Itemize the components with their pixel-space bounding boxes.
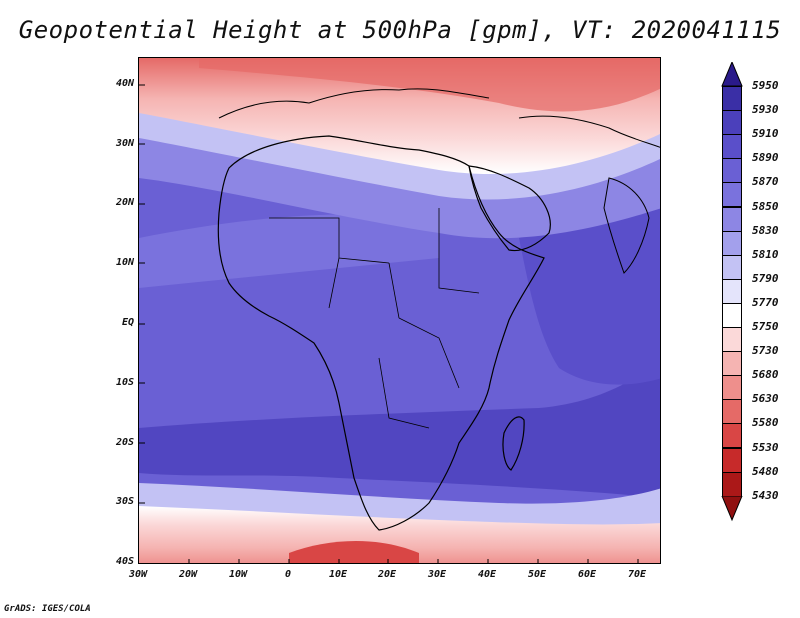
lat-label-20n: 20N	[115, 197, 134, 208]
colorbar-swatch	[722, 351, 742, 377]
colorbar-top-arrow	[721, 62, 743, 87]
colorbar-label: 5950	[752, 79, 779, 92]
colorbar-swatch	[722, 254, 742, 280]
colorbar-label: 5930	[752, 103, 779, 117]
lat-label-40s: 40S	[115, 556, 134, 567]
colorbar-label: 5810	[752, 247, 779, 261]
lon-label-30w: 30W	[128, 569, 148, 580]
credit-text: GrADS: IGES/COLA	[4, 604, 91, 614]
lon-label-10e: 10E	[328, 569, 348, 580]
lat-label-10n: 10N	[115, 257, 134, 268]
colorbar-label: 5770	[752, 295, 779, 309]
colorbar-label: 5910	[752, 127, 779, 141]
colorbar-bottom-arrow	[721, 495, 743, 521]
lon-label-70e: 70E	[627, 569, 647, 580]
colorbar-swatch	[722, 423, 742, 449]
colorbar-swatch	[722, 230, 742, 256]
colorbar-label: 5870	[752, 175, 779, 189]
colorbar-swatch	[722, 86, 742, 112]
colorbar-swatch	[722, 447, 742, 473]
colorbar-label: 5680	[752, 368, 779, 382]
colorbar-label: 5530	[752, 440, 779, 454]
lon-label-30e: 30E	[427, 569, 447, 580]
colorbar-swatch	[722, 110, 742, 136]
lat-label-20s: 20S	[115, 437, 134, 448]
lon-label-40e: 40E	[477, 569, 497, 580]
lon-label-60e: 60E	[577, 569, 597, 580]
colorbar-swatch	[722, 134, 742, 160]
colorbar-label: 5730	[752, 344, 779, 358]
colorbar-swatch	[722, 302, 742, 328]
colorbar-swatch	[722, 375, 742, 401]
lon-label-0: 0	[284, 569, 292, 580]
lat-label-30s: 30S	[115, 496, 134, 507]
lon-label-20w: 20W	[178, 569, 198, 580]
colorbar-swatch	[722, 158, 742, 184]
colorbar-label: 5480	[752, 464, 779, 478]
colorbar-swatch	[722, 327, 742, 353]
colorbar-swatch	[722, 206, 742, 232]
lat-label-30n: 30N	[115, 138, 134, 149]
lon-label-50e: 50E	[527, 569, 547, 580]
colorbar-label: 5630	[752, 392, 779, 406]
colorbar-swatch	[722, 182, 742, 208]
map-area	[138, 57, 661, 564]
height-field-map	[139, 58, 660, 563]
lon-label-20e: 20E	[377, 569, 397, 580]
lat-label-10s: 10S	[115, 377, 134, 388]
colorbar-swatch	[722, 399, 742, 425]
colorbar-label: 5790	[752, 271, 779, 285]
colorbar-label: 5430	[752, 488, 779, 502]
lat-label-eq: EQ	[121, 317, 134, 328]
colorbar-label: 5830	[752, 223, 779, 237]
lon-label-10w: 10W	[228, 569, 248, 580]
colorbar-label: 5750	[752, 320, 779, 333]
colorbar-label: 5850	[752, 199, 779, 213]
colorbar-label: 5890	[752, 151, 779, 165]
lat-label-40n: 40N	[115, 78, 134, 89]
colorbar-label: 5580	[752, 416, 779, 430]
map-title: Geopotential Height at 500hPa [gpm], VT:…	[18, 16, 782, 44]
colorbar-swatch	[722, 471, 742, 497]
colorbar-swatch	[722, 278, 742, 304]
